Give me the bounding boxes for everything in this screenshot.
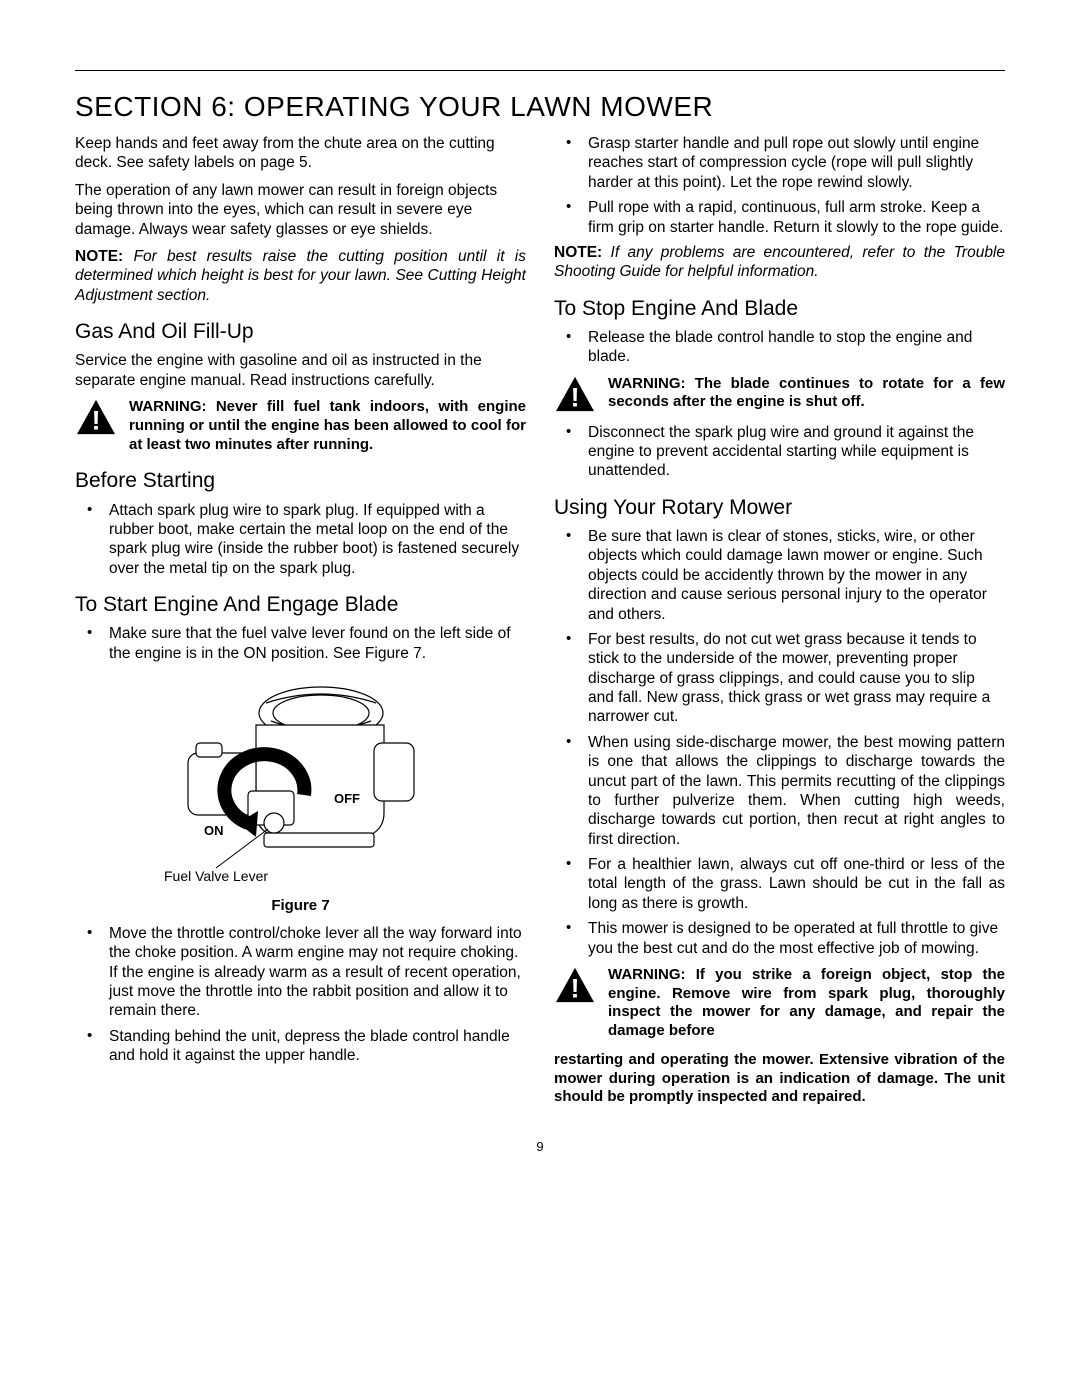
label-off: OFF <box>334 791 360 806</box>
list-item: Standing behind the unit, depress the bl… <box>75 1027 526 1066</box>
warning-triangle-icon: ! <box>554 375 596 413</box>
list-item: For a healthier lawn, always cut off one… <box>554 855 1005 913</box>
top-rule <box>75 70 1005 71</box>
list-item: Disconnect the spark plug wire and groun… <box>554 423 1005 481</box>
figure-7: OFF ON Fuel Valve Lever Figure 7 <box>75 673 526 916</box>
before-starting-list: Attach spark plug wire to spark plug. If… <box>75 501 526 579</box>
svg-text:!: ! <box>571 973 580 1003</box>
engine-diagram: OFF ON Fuel Valve Lever <box>156 673 446 893</box>
list-item: Release the blade control handle to stop… <box>554 328 1005 367</box>
svg-text:!: ! <box>571 382 580 412</box>
left-column: Keep hands and feet away from the chute … <box>75 134 526 1115</box>
list-item: Make sure that the fuel valve lever foun… <box>75 624 526 663</box>
gas-paragraph: Service the engine with gasoline and oil… <box>75 351 526 390</box>
list-item: Grasp starter handle and pull rope out s… <box>554 134 1005 192</box>
list-item: Be sure that lawn is clear of stones, st… <box>554 527 1005 624</box>
using-list: Be sure that lawn is clear of stones, st… <box>554 527 1005 958</box>
warning-fuel: ! WARNING: Never fill fuel tank indoors,… <box>75 398 526 454</box>
warning-blade-text: WARNING: The blade continues to rotate f… <box>608 375 1005 413</box>
warning-strike-text: WARNING: If you strike a foreign object,… <box>608 966 1005 1041</box>
list-item: For best results, do not cut wet grass b… <box>554 630 1005 727</box>
page-number: 9 <box>75 1139 1005 1155</box>
intro-paragraph-1: Keep hands and feet away from the chute … <box>75 134 526 173</box>
list-item: Move the throttle control/choke lever al… <box>75 924 526 1021</box>
label-on: ON <box>204 823 224 838</box>
section-title: SECTION 6: OPERATING YOUR LAWN MOWER <box>75 89 1005 124</box>
list-item: Pull rope with a rapid, continuous, full… <box>554 198 1005 237</box>
list-item: This mower is designed to be operated at… <box>554 919 1005 958</box>
start-engine-list-1: Make sure that the fuel valve lever foun… <box>75 624 526 663</box>
note-label: NOTE: <box>75 248 123 265</box>
figure-caption: Figure 7 <box>75 897 526 916</box>
right-column: Grasp starter handle and pull rope out s… <box>554 134 1005 1115</box>
note-body: For best results raise the cutting posit… <box>75 248 526 304</box>
two-column-layout: Keep hands and feet away from the chute … <box>75 134 1005 1115</box>
warning-triangle-icon: ! <box>75 398 117 436</box>
heading-start-engine: To Start Engine And Engage Blade <box>75 592 526 618</box>
warning-blade: ! WARNING: The blade continues to rotate… <box>554 375 1005 413</box>
heading-using-mower: Using Your Rotary Mower <box>554 495 1005 521</box>
stop-list-2: Disconnect the spark plug wire and groun… <box>554 423 1005 481</box>
heading-before-starting: Before Starting <box>75 468 526 494</box>
warning-triangle-icon: ! <box>554 966 596 1004</box>
note-body: If any problems are encountered, refer t… <box>554 244 1005 280</box>
list-item: When using side-discharge mower, the bes… <box>554 733 1005 849</box>
note-paragraph: NOTE: For best results raise the cutting… <box>75 247 526 305</box>
label-fuel-valve: Fuel Valve Lever <box>164 868 268 884</box>
heading-gas-oil: Gas And Oil Fill-Up <box>75 319 526 345</box>
start-continued-list: Grasp starter handle and pull rope out s… <box>554 134 1005 237</box>
list-item: Attach spark plug wire to spark plug. If… <box>75 501 526 579</box>
warning-strike-continued: restarting and operating the mower. Exte… <box>554 1051 1005 1107</box>
note-label: NOTE: <box>554 244 602 261</box>
heading-stop-engine: To Stop Engine And Blade <box>554 296 1005 322</box>
warning-strike: ! WARNING: If you strike a foreign objec… <box>554 966 1005 1041</box>
stop-list-1: Release the blade control handle to stop… <box>554 328 1005 367</box>
svg-text:!: ! <box>92 405 101 435</box>
note-paragraph-2: NOTE: If any problems are encountered, r… <box>554 243 1005 282</box>
warning-fuel-text: WARNING: Never fill fuel tank indoors, w… <box>129 398 526 454</box>
intro-paragraph-2: The operation of any lawn mower can resu… <box>75 181 526 239</box>
start-engine-list-2: Move the throttle control/choke lever al… <box>75 924 526 1066</box>
